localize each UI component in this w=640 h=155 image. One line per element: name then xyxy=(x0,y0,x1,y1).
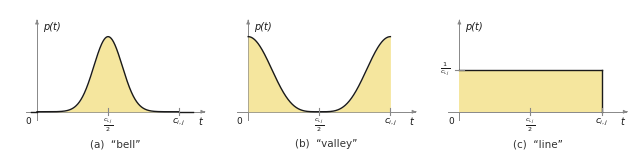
Text: 0: 0 xyxy=(26,117,31,126)
Text: p(t): p(t) xyxy=(43,22,60,32)
Text: $\frac{1}{c_{i,j}}$: $\frac{1}{c_{i,j}}$ xyxy=(440,61,451,78)
Text: $\frac{c_{i,j}}{2}$: $\frac{c_{i,j}}{2}$ xyxy=(314,117,324,135)
Text: 0: 0 xyxy=(448,117,454,126)
Text: t: t xyxy=(198,117,202,127)
Text: $\frac{c_{i,j}}{2}$: $\frac{c_{i,j}}{2}$ xyxy=(525,117,536,135)
Text: $c_{i,j}$: $c_{i,j}$ xyxy=(595,117,609,128)
Text: $c_{i,j}$: $c_{i,j}$ xyxy=(172,117,186,128)
Text: p(t): p(t) xyxy=(254,22,271,32)
Text: 0: 0 xyxy=(237,117,243,126)
Text: t: t xyxy=(621,117,625,127)
Text: t: t xyxy=(410,117,413,127)
Text: (a)  “bell”: (a) “bell” xyxy=(90,139,140,149)
Text: $c_{i,j}$: $c_{i,j}$ xyxy=(383,117,397,128)
Text: $\frac{c_{i,j}}{2}$: $\frac{c_{i,j}}{2}$ xyxy=(103,117,113,135)
Text: (c)  “line”: (c) “line” xyxy=(513,139,563,149)
Text: (b)  “valley”: (b) “valley” xyxy=(295,139,358,149)
Text: p(t): p(t) xyxy=(465,22,483,32)
